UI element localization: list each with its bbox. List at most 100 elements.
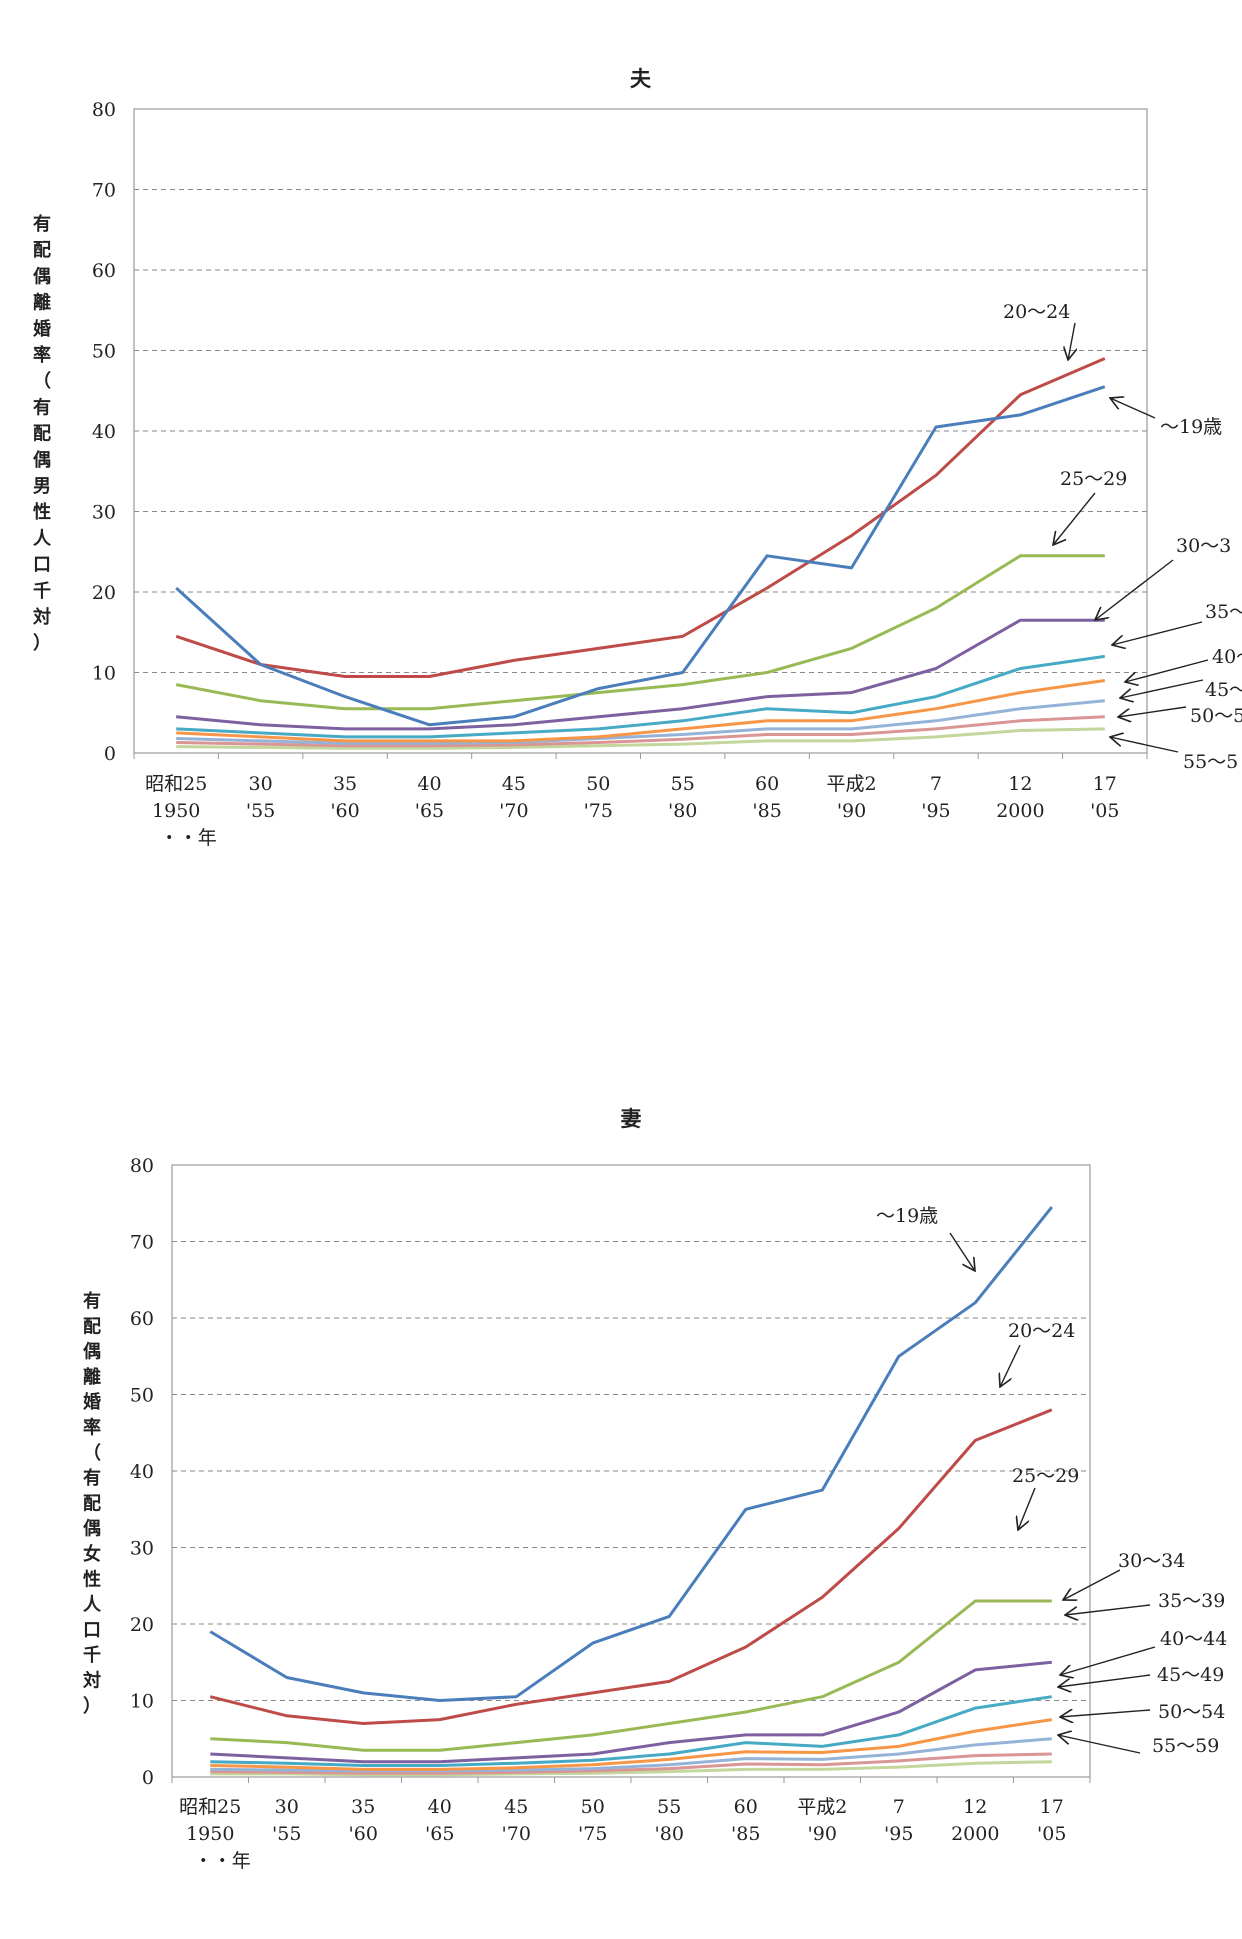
series-line-7 <box>210 1737 1052 1773</box>
y-axis-label-char: 離 <box>33 292 51 314</box>
y-tick-label: 30 <box>92 502 116 524</box>
y-tick-label: 10 <box>92 663 116 685</box>
x-tick-label: 1950 <box>186 1823 234 1845</box>
y-axis-label-char: （ <box>33 371 51 392</box>
x-tick-label: '65 <box>415 800 444 822</box>
y-axis-label-char: 率 <box>33 344 51 366</box>
series-annotation-label: 25～29 <box>1060 468 1127 490</box>
series-annotation-label: 55～59 <box>1152 1735 1219 1757</box>
y-axis-label-char: 人 <box>33 528 52 549</box>
y-axis-label-char: 対 <box>82 1670 101 1692</box>
y-axis-label-char: ） <box>83 1696 101 1717</box>
y-axis-label-char: 偶 <box>33 449 51 471</box>
annotation-arrow <box>1095 559 1174 620</box>
series-annotation-label: 30～3 <box>1176 535 1231 557</box>
y-axis-label-char: 男 <box>33 476 51 497</box>
y-tick-label: 80 <box>130 1155 154 1177</box>
x-tick-label: 17 <box>1093 773 1117 795</box>
y-axis-label-char: 配 <box>33 424 51 445</box>
y-tick-label: 50 <box>92 341 116 363</box>
series-line-8 <box>176 715 1105 748</box>
y-axis-label-char: ） <box>33 633 51 654</box>
y-axis-label-char: 女 <box>83 1543 101 1565</box>
x-tick-label: '60 <box>349 1823 378 1845</box>
x-tick-label: '85 <box>731 1823 760 1845</box>
x-tick-label: '60 <box>330 800 359 822</box>
series-annotation-label: 40～ <box>1212 646 1242 668</box>
y-tick-label: 20 <box>130 1614 154 1636</box>
series-line-6 <box>210 1718 1053 1771</box>
series-line-6 <box>176 679 1106 743</box>
x-tick-label: '75 <box>584 800 613 822</box>
x-tick-label: 50 <box>586 773 610 795</box>
series-annotation-label: 20～24 <box>1003 301 1070 323</box>
x-tick-label: 45 <box>502 773 526 795</box>
y-axis-label-char: 偶 <box>83 1518 101 1540</box>
x-tick-label: 60 <box>734 1796 758 1818</box>
y-tick-label: 40 <box>130 1461 154 1483</box>
x-tick-label: '65 <box>425 1823 454 1845</box>
x-tick-label: 1950 <box>152 800 200 822</box>
series-annotation-label: 50～54 <box>1158 1701 1225 1723</box>
series-line-4 <box>176 618 1105 731</box>
y-tick-label: 60 <box>92 260 116 282</box>
x-tick-label: 2000 <box>996 800 1044 822</box>
x-tick-label: 平成2 <box>826 773 876 795</box>
x-tick-label: ・・年 <box>160 827 217 849</box>
series-annotation-label: 30～34 <box>1118 1550 1185 1572</box>
x-tick-label: 17 <box>1040 1796 1064 1818</box>
series-line-2 <box>175 357 1106 678</box>
y-tick-label: 80 <box>92 99 116 121</box>
series-annotation-label: 20～24 <box>1008 1320 1075 1342</box>
y-axis-label-char: 口 <box>33 555 51 576</box>
series-line-2 <box>209 1408 1053 1725</box>
wife-chart: 妻 0 10 20 30 40 50 60 70 80 昭和25 1950 ・・年 30 '55 35 '60 4… <box>82 1106 1227 1872</box>
x-tick-label: 45 <box>504 1796 528 1818</box>
x-tick-label: '80 <box>668 800 697 822</box>
y-tick-label: 0 <box>142 1767 154 1789</box>
x-tick-label: 35 <box>351 1796 375 1818</box>
y-axis-label-char: 対 <box>32 606 51 628</box>
x-tick-label: '70 <box>499 800 528 822</box>
y-axis-label-char: 有 <box>33 213 51 235</box>
series-annotation-label: 45～49 <box>1157 1664 1224 1686</box>
y-tick-label: 30 <box>130 1538 154 1560</box>
x-tick-label: '90 <box>808 1823 837 1845</box>
x-tick-label: 平成2 <box>797 1796 847 1818</box>
x-tick-label: 55 <box>657 1796 681 1818</box>
y-axis-label-char: 性 <box>33 501 51 523</box>
x-tick-label: '05 <box>1037 1823 1066 1845</box>
y-tick-label: 60 <box>130 1308 154 1330</box>
y-axis-label-char: 千 <box>33 581 51 602</box>
y-axis-label-char: 婚 <box>83 1391 101 1413</box>
series-line-4 <box>210 1660 1052 1764</box>
x-tick-label: 7 <box>930 773 942 795</box>
y-axis-label-char: 配 <box>83 1493 101 1514</box>
x-tick-label: '95 <box>921 800 950 822</box>
series-line-3 <box>175 554 1105 711</box>
x-tick-label: '55 <box>246 800 275 822</box>
chart-title: 妻 <box>621 1106 642 1131</box>
y-axis-label-char: 性 <box>83 1568 101 1590</box>
y-tick-label: 20 <box>92 582 116 604</box>
x-tick-label: ・・年 <box>194 1850 251 1872</box>
y-axis-label-char: 配 <box>83 1316 101 1337</box>
series-annotation-label: 55～5 <box>1183 751 1238 773</box>
y-axis-label-char: 偶 <box>83 1341 101 1363</box>
series-line-3 <box>210 1599 1052 1752</box>
series-line-7 <box>176 699 1105 745</box>
series-annotation-label: ～19歳 <box>1160 416 1222 438</box>
husband-chart: 夫 0 10 20 30 40 50 60 70 80 昭和25 1950 ・・年 30 '55 35 '60 4… <box>32 66 1242 849</box>
x-tick-label: 40 <box>428 1796 452 1818</box>
x-tick-label: '90 <box>837 800 866 822</box>
x-tick-label: 30 <box>249 773 273 795</box>
annotation-arrow <box>1120 679 1204 698</box>
chart-title: 夫 <box>630 66 652 91</box>
x-tick-label: 昭和25 <box>179 1796 241 1818</box>
x-tick-label: 50 <box>581 1796 605 1818</box>
y-axis-label-char: （ <box>83 1443 101 1464</box>
y-axis-label-char: 口 <box>83 1620 101 1641</box>
annotation-arrow <box>1063 1569 1121 1600</box>
annotation-arrow <box>1068 322 1075 360</box>
series-annotation-label: ～19歳 <box>876 1205 938 1227</box>
